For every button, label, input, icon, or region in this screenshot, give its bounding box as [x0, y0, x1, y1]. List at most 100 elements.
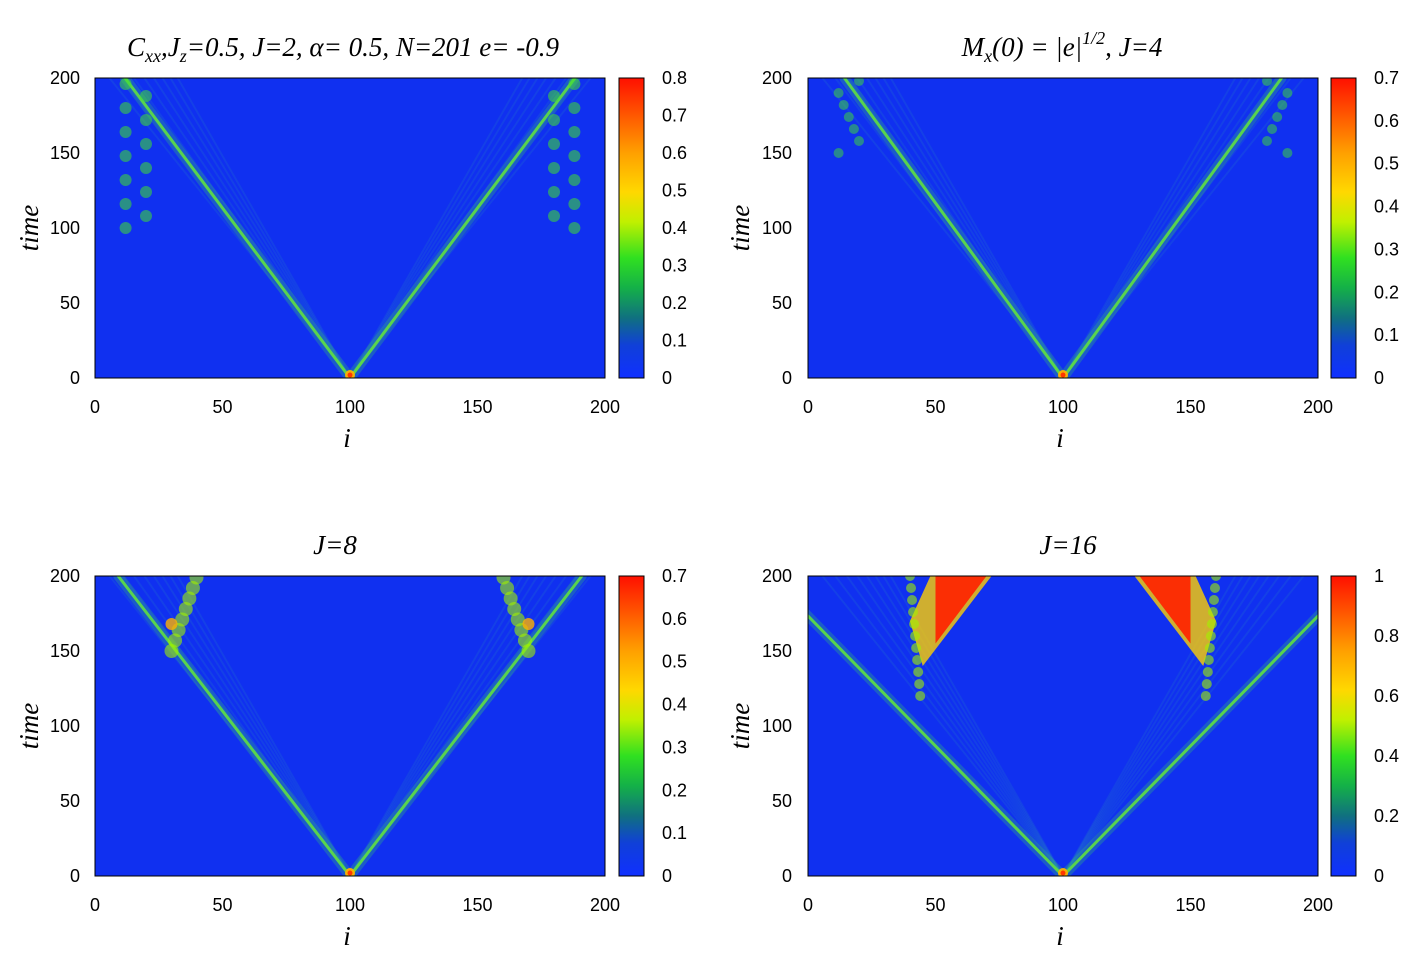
panel-1-ytick: 50 [60, 293, 80, 313]
intensity-spot [1282, 88, 1293, 98]
intensity-spot [1211, 576, 1221, 581]
intensity-spot [140, 162, 152, 174]
panel-3-xlabel: i [343, 921, 351, 951]
panel-1-yticks: 0 50 100 150 200 [50, 68, 80, 388]
intensity-spot [1204, 643, 1215, 653]
panel-4-ytick: 50 [772, 791, 792, 811]
intensity-spot [1267, 124, 1278, 134]
panel-2-xtick: 50 [925, 397, 945, 417]
panel-4-background [808, 576, 1318, 876]
inner-wavefront [889, 78, 1064, 378]
intensity-spot [905, 576, 915, 581]
panel-4-colorbar-tick: 0.6 [1374, 686, 1399, 706]
panel-4-yticks: 0 50 100 150 200 [762, 566, 792, 886]
panel-2-ytick: 150 [762, 143, 792, 163]
panel-4-colorbar-tick: 0.4 [1374, 746, 1399, 766]
panel-2-colorbar-gradient [1330, 77, 1357, 379]
intensity-spot [189, 576, 204, 585]
intensity-spot [854, 78, 864, 86]
intensity-spot [1203, 655, 1214, 665]
intensity-spot [182, 591, 197, 606]
inner-wavefront [349, 78, 557, 378]
intensity-spot [1201, 679, 1212, 689]
panel-3-colorbar-tick: 0.1 [662, 823, 687, 843]
panel-3-ytick: 100 [50, 716, 80, 736]
intensity-spot [496, 576, 511, 585]
panel-1-background [95, 78, 605, 378]
panel-4-title: J=16 [1039, 530, 1097, 560]
panel-3-colorbar-tick: 0.4 [662, 695, 687, 715]
intensity-spot [521, 644, 536, 658]
inner-wavefront [1062, 78, 1237, 378]
intensity-spot [500, 581, 515, 595]
panel-1-colorbar-gradient [618, 77, 645, 379]
intensity-spot [908, 607, 919, 617]
panel-4-colorbar: 0 0.2 0.4 0.6 0.8 1 [1330, 566, 1399, 886]
inner-wavefront [1062, 576, 1270, 876]
inner-wavefront [349, 576, 524, 876]
intensity-spot [503, 591, 518, 606]
intensity-spot [912, 655, 923, 665]
panel-1-xtick: 50 [212, 397, 232, 417]
intensity-spot [548, 138, 560, 150]
panel-4-frame [807, 575, 1319, 877]
panel-2-colorbar-tick: 0.5 [1374, 154, 1399, 174]
intensity-spot [178, 602, 193, 616]
panel-1-plot [95, 78, 605, 378]
intensity-spot [347, 372, 353, 378]
panel-2-xtick: 0 [803, 397, 813, 417]
inner-wavefront [1062, 78, 1305, 378]
intensity-spot [510, 612, 525, 627]
panel-4-colorbar-tick: 1 [1374, 566, 1384, 586]
panel-4-ytick: 100 [762, 716, 792, 736]
panel-1-ylabel: time [14, 205, 44, 252]
inner-wavefront [349, 576, 539, 876]
intensity-spot [1209, 583, 1220, 593]
intensity-spot [119, 102, 132, 114]
panel-3-xtick: 100 [335, 895, 365, 915]
panel-3-frame [94, 575, 606, 877]
panel-3-xtick: 200 [590, 895, 620, 915]
intensity-spot [1206, 619, 1217, 629]
panel-2-title: Mx(0) = |e|1/2, J=4 [961, 28, 1163, 66]
panel-1-xtick: 150 [462, 397, 492, 417]
panel-3-colorbar-tick: 0 [662, 866, 672, 886]
panel-1-xlabel: i [343, 423, 351, 453]
panel-1-colorbar-tick: 0.5 [662, 181, 687, 201]
panel-1-colorbar-tick: 0.3 [662, 256, 687, 276]
intensity-spot [913, 667, 924, 677]
panel-1-frame [94, 77, 606, 379]
panel-1-colorbar-tick: 0.8 [662, 68, 687, 88]
inner-wavefront [349, 78, 539, 378]
panel-3-xticks: 0 50 100 150 200 [90, 895, 620, 915]
panel-3-colorbar-tick: 0.3 [662, 737, 687, 757]
intensity-spot [140, 186, 152, 198]
panel-3-yticks: 0 50 100 150 200 [50, 566, 80, 886]
panel-3-ytick: 200 [50, 566, 80, 586]
intensity-spot [911, 643, 922, 653]
intensity-spot [548, 162, 560, 174]
panel-2-yticks: 0 50 100 150 200 [762, 68, 792, 388]
intensity-spot [1208, 595, 1219, 605]
intensity-spot [548, 210, 560, 222]
panel-2-colorbar-tick: 0.7 [1374, 68, 1399, 88]
panel-4-xticks: 0 50 100 150 200 [803, 895, 1333, 915]
panel-4-ytick: 200 [762, 566, 792, 586]
intensity-spot [1262, 78, 1272, 86]
inner-wavefront [1062, 576, 1261, 876]
light-cone-front [123, 78, 352, 378]
inner-wavefront [349, 576, 531, 876]
panel-3-ytick: 0 [70, 866, 80, 886]
inner-wavefront [143, 78, 351, 378]
panel-1-colorbar-tick: 0.6 [662, 143, 687, 163]
panel-1-colorbar-tick: 0 [662, 368, 672, 388]
intensity-spot [568, 198, 581, 210]
inner-wavefront [152, 78, 351, 378]
inner-wavefront [856, 78, 1064, 378]
panel-2-colorbar-tick: 0.3 [1374, 239, 1399, 259]
intensity-spot [175, 612, 190, 627]
inner-wavefront [1062, 78, 1252, 378]
inner-wavefront [874, 576, 1064, 876]
panel-3-colorbar-tick: 0.6 [662, 609, 687, 629]
panel-4-colorbar-tick: 0.8 [1374, 626, 1399, 646]
